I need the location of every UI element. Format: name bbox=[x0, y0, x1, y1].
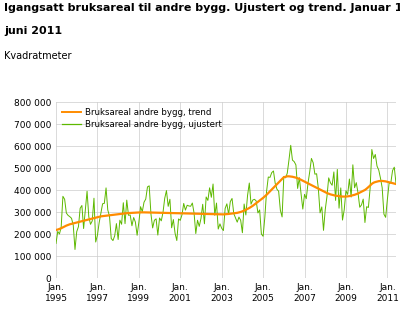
Text: juni 2011: juni 2011 bbox=[4, 26, 62, 36]
Text: Kvadratmeter: Kvadratmeter bbox=[4, 51, 72, 61]
Legend: Bruksareal andre bygg, trend, Bruksareal andre bygg, ujustert: Bruksareal andre bygg, trend, Bruksareal… bbox=[60, 107, 224, 130]
Text: Igangsatt bruksareal til andre bygg. Ujustert og trend. Januar 1995-: Igangsatt bruksareal til andre bygg. Uju… bbox=[4, 3, 400, 13]
